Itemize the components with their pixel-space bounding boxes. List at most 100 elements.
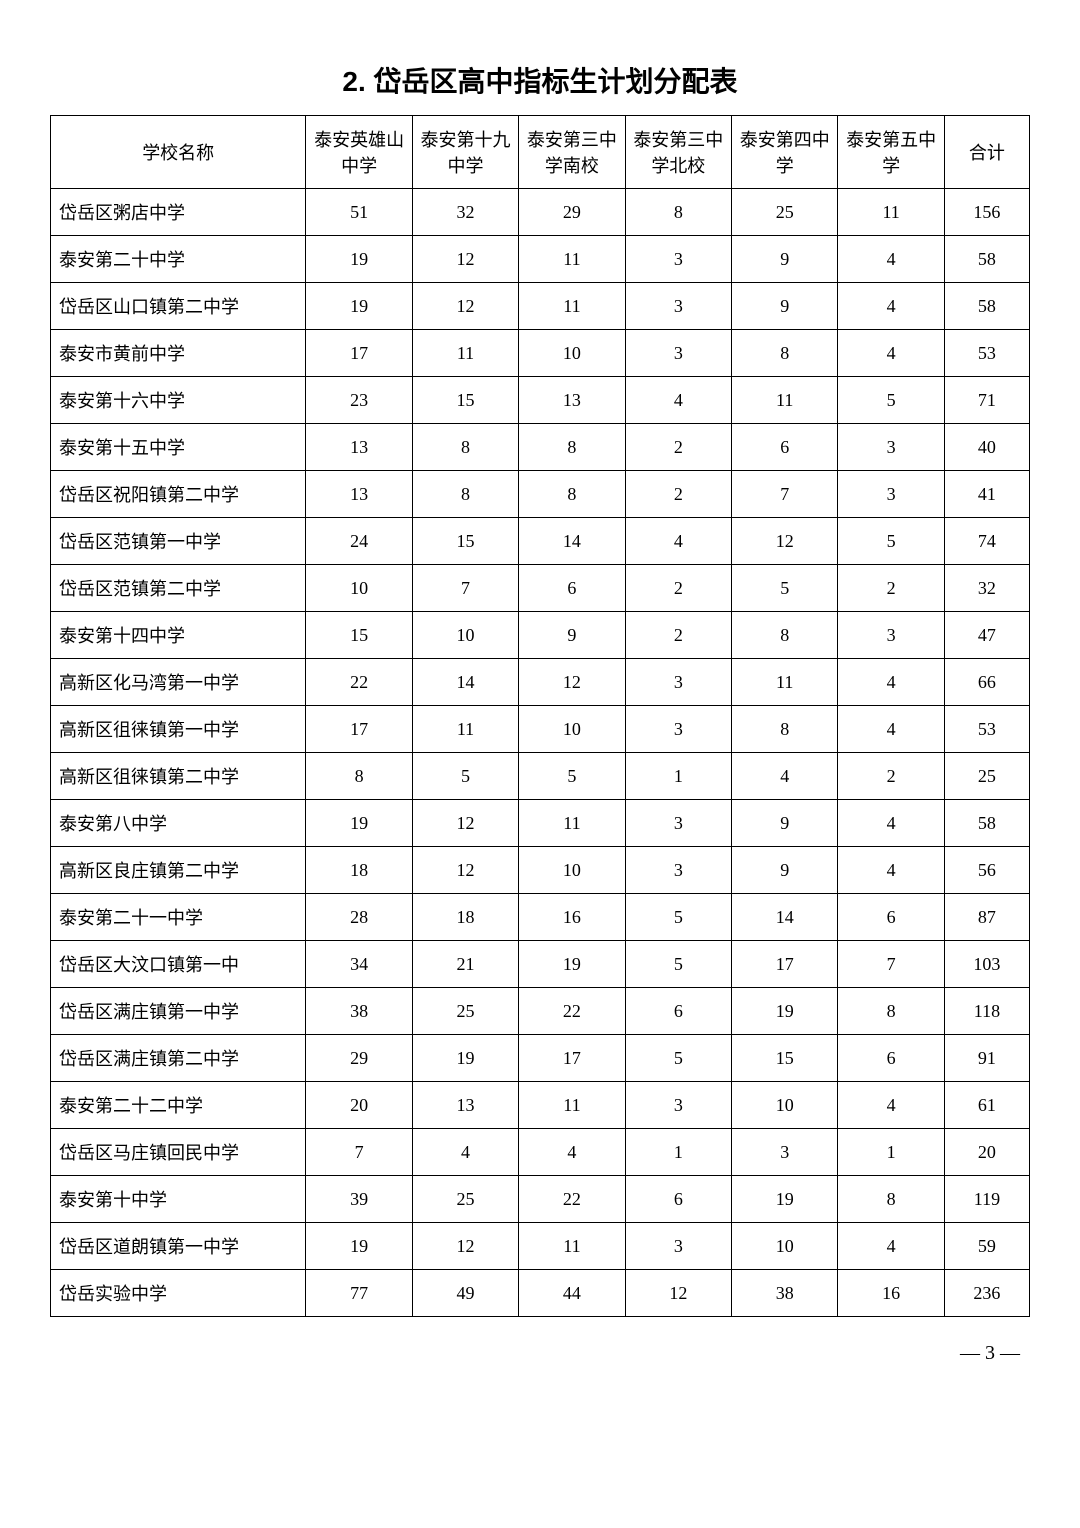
data-cell-c1: 39 — [306, 1176, 412, 1223]
data-cell-c1: 29 — [306, 1035, 412, 1082]
school-name-cell: 泰安市黄前中学 — [51, 330, 306, 377]
school-name-cell: 泰安第十四中学 — [51, 612, 306, 659]
data-cell-c6: 5 — [838, 518, 944, 565]
table-body: 岱岳区粥店中学51322982511156泰安第二十中学19121139458岱… — [51, 189, 1030, 1317]
data-cell-total: 61 — [944, 1082, 1029, 1129]
data-cell-total: 20 — [944, 1129, 1029, 1176]
data-cell-c6: 4 — [838, 800, 944, 847]
data-cell-c4: 1 — [625, 1129, 731, 1176]
data-cell-c3: 4 — [519, 1129, 625, 1176]
data-cell-total: 53 — [944, 330, 1029, 377]
data-cell-c6: 4 — [838, 1223, 944, 1270]
school-name-cell: 岱岳区马庄镇回民中学 — [51, 1129, 306, 1176]
data-cell-c2: 25 — [412, 1176, 518, 1223]
page-number: — 3 — — [50, 1342, 1030, 1365]
data-cell-c1: 28 — [306, 894, 412, 941]
data-cell-c5: 8 — [732, 706, 838, 753]
data-cell-c5: 25 — [732, 189, 838, 236]
header-col3: 泰安第三中学南校 — [519, 116, 625, 189]
data-cell-c5: 19 — [732, 988, 838, 1035]
data-cell-c4: 3 — [625, 1223, 731, 1270]
table-row: 岱岳区大汶口镇第一中3421195177103 — [51, 941, 1030, 988]
data-cell-c2: 12 — [412, 1223, 518, 1270]
school-name-cell: 高新区徂徕镇第二中学 — [51, 753, 306, 800]
data-cell-c3: 11 — [519, 800, 625, 847]
data-cell-c3: 8 — [519, 471, 625, 518]
data-cell-c4: 3 — [625, 283, 731, 330]
data-cell-c6: 1 — [838, 1129, 944, 1176]
data-cell-c2: 19 — [412, 1035, 518, 1082]
table-header-row: 学校名称 泰安英雄山中学 泰安第十九中学 泰安第三中学南校 泰安第三中学北校 泰… — [51, 116, 1030, 189]
data-cell-c4: 1 — [625, 753, 731, 800]
data-cell-c2: 21 — [412, 941, 518, 988]
data-cell-c1: 7 — [306, 1129, 412, 1176]
data-cell-c6: 16 — [838, 1270, 944, 1317]
data-cell-total: 236 — [944, 1270, 1029, 1317]
data-cell-c1: 13 — [306, 424, 412, 471]
school-name-cell: 岱岳区范镇第一中学 — [51, 518, 306, 565]
data-cell-total: 25 — [944, 753, 1029, 800]
school-name-cell: 泰安第二十中学 — [51, 236, 306, 283]
data-cell-c3: 19 — [519, 941, 625, 988]
data-cell-c6: 3 — [838, 471, 944, 518]
data-cell-c4: 5 — [625, 894, 731, 941]
data-cell-c4: 3 — [625, 659, 731, 706]
data-cell-c6: 8 — [838, 1176, 944, 1223]
data-cell-c6: 2 — [838, 753, 944, 800]
data-cell-c4: 4 — [625, 518, 731, 565]
data-cell-c6: 5 — [838, 377, 944, 424]
data-cell-c3: 8 — [519, 424, 625, 471]
data-cell-c3: 5 — [519, 753, 625, 800]
table-row: 岱岳区满庄镇第一中学3825226198118 — [51, 988, 1030, 1035]
table-row: 泰安第二十一中学281816514687 — [51, 894, 1030, 941]
school-name-cell: 岱岳区祝阳镇第二中学 — [51, 471, 306, 518]
data-cell-c2: 12 — [412, 800, 518, 847]
school-name-cell: 泰安第十五中学 — [51, 424, 306, 471]
data-cell-c4: 3 — [625, 236, 731, 283]
data-cell-c2: 25 — [412, 988, 518, 1035]
data-cell-c1: 22 — [306, 659, 412, 706]
data-cell-c1: 17 — [306, 706, 412, 753]
data-cell-c6: 8 — [838, 988, 944, 1035]
data-cell-c2: 12 — [412, 847, 518, 894]
data-cell-c6: 4 — [838, 330, 944, 377]
data-cell-c2: 15 — [412, 518, 518, 565]
data-cell-total: 58 — [944, 236, 1029, 283]
data-cell-c3: 6 — [519, 565, 625, 612]
table-row: 泰安市黄前中学17111038453 — [51, 330, 1030, 377]
data-cell-total: 156 — [944, 189, 1029, 236]
data-cell-c4: 5 — [625, 941, 731, 988]
data-cell-c3: 14 — [519, 518, 625, 565]
table-row: 泰安第二十中学19121139458 — [51, 236, 1030, 283]
table-row: 岱岳区马庄镇回民中学74413120 — [51, 1129, 1030, 1176]
data-cell-c5: 11 — [732, 377, 838, 424]
header-col2: 泰安第十九中学 — [412, 116, 518, 189]
data-cell-total: 103 — [944, 941, 1029, 988]
data-cell-c3: 29 — [519, 189, 625, 236]
data-cell-c6: 11 — [838, 189, 944, 236]
page-title: 2. 岱岳区高中指标生计划分配表 — [50, 60, 1030, 100]
data-cell-c3: 22 — [519, 1176, 625, 1223]
data-cell-c1: 17 — [306, 330, 412, 377]
data-cell-c6: 3 — [838, 612, 944, 659]
data-cell-c6: 4 — [838, 283, 944, 330]
school-name-cell: 泰安第二十一中学 — [51, 894, 306, 941]
data-cell-c6: 3 — [838, 424, 944, 471]
table-row: 高新区化马湾第一中学221412311466 — [51, 659, 1030, 706]
data-cell-c2: 32 — [412, 189, 518, 236]
data-cell-c2: 5 — [412, 753, 518, 800]
data-cell-c1: 34 — [306, 941, 412, 988]
data-cell-c4: 5 — [625, 1035, 731, 1082]
school-name-cell: 高新区良庄镇第二中学 — [51, 847, 306, 894]
data-cell-total: 58 — [944, 800, 1029, 847]
school-name-cell: 高新区徂徕镇第一中学 — [51, 706, 306, 753]
school-name-cell: 泰安第八中学 — [51, 800, 306, 847]
data-cell-c5: 14 — [732, 894, 838, 941]
data-cell-c3: 10 — [519, 847, 625, 894]
data-cell-total: 91 — [944, 1035, 1029, 1082]
table-row: 泰安第八中学19121139458 — [51, 800, 1030, 847]
data-cell-c6: 6 — [838, 894, 944, 941]
table-row: 高新区徂徕镇第一中学17111038453 — [51, 706, 1030, 753]
data-cell-c6: 4 — [838, 1082, 944, 1129]
data-cell-c3: 9 — [519, 612, 625, 659]
